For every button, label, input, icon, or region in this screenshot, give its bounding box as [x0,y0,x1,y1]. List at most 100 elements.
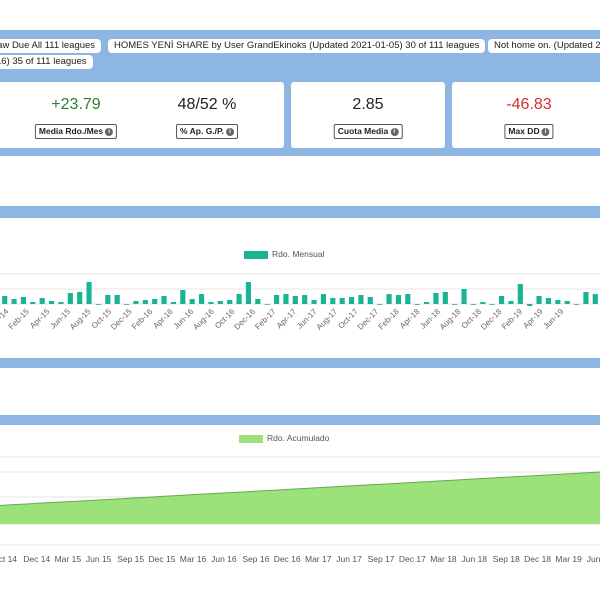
x-tick-label: Jun 16 [211,554,237,564]
monthly-bar[interactable] [592,294,598,304]
stat-label-button[interactable]: % Ap. G./P. i [176,124,238,139]
monthly-legend[interactable]: Rdo. Mensual [244,249,324,259]
monthly-bar[interactable] [292,296,298,304]
monthly-bar[interactable] [227,300,233,304]
stat-label-button[interactable]: Max DD i [504,124,554,139]
cumulative-result-chart: Oct 14 Dec 14 Mar 15 Jun 15 Sep 15 Dec 15 Mar … [0,456,600,564]
monthly-bar[interactable] [95,304,102,305]
monthly-bar[interactable] [480,302,486,304]
legend-swatch [244,250,268,259]
stat-card-max-drawdown: -46.83 Max DD i [452,82,600,148]
monthly-bar[interactable] [423,302,430,304]
info-icon[interactable]: i [390,127,399,136]
monthly-bar[interactable] [58,302,64,304]
monthly-bar[interactable] [583,292,589,304]
stat-label-button[interactable]: Cuota Media i [333,124,403,139]
monthly-bar[interactable] [442,292,448,304]
monthly-bar[interactable] [527,304,533,306]
monthly-bar[interactable] [367,297,373,304]
monthly-bar[interactable] [255,299,261,304]
x-tick-label: Dec-17 [356,307,381,332]
monthly-bar[interactable] [20,297,27,304]
monthly-bar[interactable] [339,298,345,304]
monthly-bar[interactable] [470,304,477,305]
monthly-bar[interactable] [311,300,317,304]
x-tick-label: Jun 19 [587,554,600,564]
x-tick-label: Dec-16 [232,307,257,332]
monthly-bar[interactable] [198,294,205,304]
monthly-bar[interactable] [67,293,73,304]
monthly-bar[interactable] [236,294,242,304]
monthly-bar[interactable] [489,304,495,305]
monthly-bar[interactable] [536,296,542,304]
x-tick-label: Jun 17 [336,554,362,564]
monthly-bar[interactable] [302,295,308,304]
stat-card-win-loss: 48/52 % % Ap. G./P. i [130,82,284,148]
monthly-bar[interactable] [152,299,158,304]
monthly-bar[interactable] [264,304,270,305]
monthly-bar[interactable] [433,293,439,304]
monthly-bar[interactable] [105,295,111,304]
monthly-bar[interactable] [283,294,289,304]
info-icon[interactable]: i [225,127,234,136]
monthly-bar[interactable] [358,295,364,304]
league-chip-3[interactable]: Not home on. (Updated 2 [488,39,600,53]
x-tick-label: Sep 18 [493,554,520,564]
monthly-bar[interactable] [498,296,505,304]
cumulative-area[interactable] [0,472,600,524]
monthly-bar[interactable] [508,301,514,304]
monthly-bar[interactable] [77,292,83,304]
monthly-bar[interactable] [405,294,411,304]
x-tick-label: Dec 14 [23,554,50,564]
monthly-bar[interactable] [170,302,177,304]
x-tick-label: Oct 14 [0,554,17,564]
monthly-bar[interactable] [11,299,17,304]
monthly-bar[interactable] [461,289,467,304]
monthly-bar[interactable] [564,301,570,304]
monthly-bar[interactable] [161,296,167,304]
monthly-bar[interactable] [2,296,8,304]
x-tick-label: Apr-16 [151,307,175,331]
monthly-bar[interactable] [245,282,252,304]
x-tick-label: Mar 19 [555,554,582,564]
info-icon[interactable]: i [541,127,550,136]
league-chip-1[interactable]: raw Due All 111 leagues [0,39,102,53]
x-tick-label: Mar 16 [180,554,207,564]
section-divider [0,206,600,218]
monthly-bar[interactable] [48,301,55,304]
x-tick-label: Apr-15 [28,307,52,331]
legend-label: Rdo. Mensual [272,249,325,259]
monthly-bar[interactable] [86,282,92,304]
monthly-bar[interactable] [114,295,120,304]
x-tick-label: Feb-18 [377,307,402,332]
monthly-bar[interactable] [377,304,383,305]
monthly-bar[interactable] [217,301,223,304]
monthly-bar[interactable] [330,298,336,304]
monthly-bar[interactable] [208,302,214,304]
info-icon[interactable]: i [105,127,114,136]
monthly-bar[interactable] [386,294,392,304]
monthly-bar[interactable] [123,304,130,305]
monthly-bar[interactable] [545,298,552,304]
monthly-bar[interactable] [133,301,139,304]
monthly-bar[interactable] [180,290,186,304]
monthly-bar[interactable] [517,284,523,304]
cumulative-legend[interactable]: Rdo. Acumulado [239,433,329,443]
monthly-bar[interactable] [452,304,458,305]
monthly-bar[interactable] [30,302,36,304]
section-divider [0,415,600,425]
monthly-bar[interactable] [273,295,280,304]
monthly-bar[interactable] [320,294,327,304]
monthly-bar[interactable] [189,299,195,304]
league-chip-2[interactable]: HOMES YENİ SHARE by User GrandEkinoks (U… [108,39,486,53]
monthly-bar[interactable] [414,304,420,305]
monthly-bar[interactable] [555,300,561,304]
monthly-bar[interactable] [142,300,148,304]
stat-label-button[interactable]: Media Rdo./Mes i [34,124,118,139]
monthly-bar[interactable] [573,304,580,305]
monthly-bar[interactable] [348,297,355,304]
x-tick-label: Dec 18 [524,554,551,564]
monthly-bar[interactable] [39,298,45,304]
league-chip-4[interactable]: 16) 35 of 111 leagues [0,55,93,69]
monthly-bar[interactable] [395,295,402,304]
